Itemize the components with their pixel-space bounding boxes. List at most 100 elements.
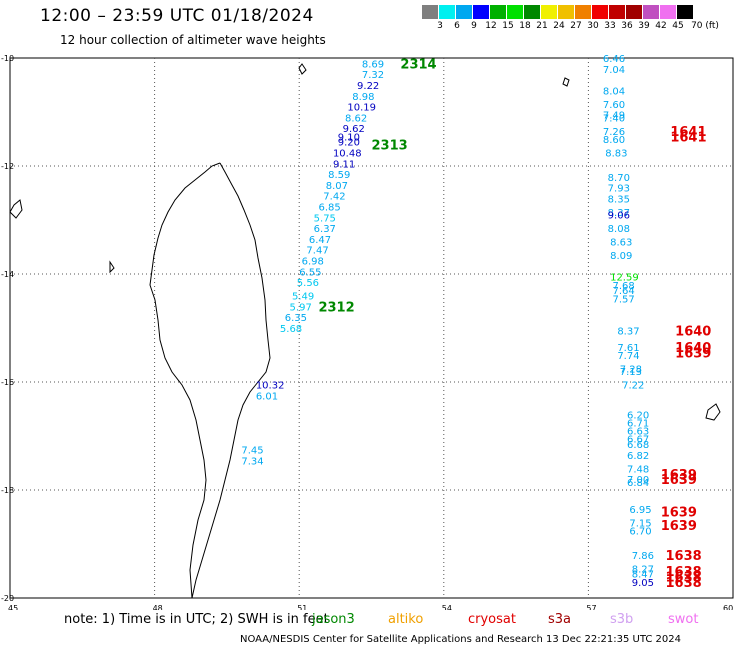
wave-height-reading: 10.48 bbox=[333, 149, 362, 160]
wave-height-reading: 6.84 bbox=[627, 478, 649, 489]
lat-tick-label: -16 bbox=[1, 378, 14, 387]
colorbar-swatch bbox=[592, 5, 609, 19]
lon-tick-label: 57 bbox=[586, 604, 596, 610]
wave-height-reading: 8.83 bbox=[605, 149, 627, 160]
wave-height-reading: 6.37 bbox=[314, 224, 336, 235]
wave-height-reading: 8.09 bbox=[610, 251, 632, 262]
wave-height-reading: 8.07 bbox=[326, 181, 348, 192]
pass-number-label: 1639 bbox=[661, 506, 697, 521]
lat-tick-label: -18 bbox=[1, 486, 14, 495]
wave-height-reading: 7.40 bbox=[603, 113, 625, 124]
wave-height-reading: 7.45 bbox=[241, 446, 263, 457]
graticule bbox=[10, 58, 733, 598]
footnote: note: 1) Time is in UTC; 2) SWH is in fe… bbox=[64, 612, 329, 627]
pass-number-label: 1638 bbox=[666, 565, 702, 580]
colorbar-label: 18 bbox=[519, 21, 531, 31]
colorbar-swatch bbox=[422, 5, 439, 19]
colorbar-swatch bbox=[456, 5, 473, 19]
wave-height-reading: 7.26 bbox=[603, 127, 625, 138]
wave-height-reading: 8.37 bbox=[617, 327, 639, 338]
colorbar-label: 24 bbox=[553, 21, 565, 31]
wave-height-reading: 10.32 bbox=[256, 381, 285, 392]
colorbar-label: 21 bbox=[536, 21, 548, 31]
wave-height-reading: 6.85 bbox=[318, 203, 340, 214]
wave-height-reading: 7.64 bbox=[613, 286, 635, 297]
wave-readings: 8.697.329.228.9810.198.629.629.109.2010.… bbox=[241, 54, 654, 589]
seychelles-island bbox=[298, 63, 307, 75]
wave-height-reading: 9.10 bbox=[338, 132, 360, 143]
wave-height-reading: 7.28 bbox=[620, 365, 642, 376]
colorbar-swatch bbox=[473, 5, 490, 19]
satellite-legend-entry: cryosat bbox=[468, 612, 516, 627]
colorbar-label: 30 bbox=[587, 21, 599, 31]
lon-tick-label: 45 bbox=[8, 604, 18, 610]
wave-height-reading: 6.55 bbox=[299, 267, 321, 278]
pass-number-label: 1640 bbox=[675, 325, 711, 340]
pass-number-label: 2312 bbox=[318, 300, 354, 315]
wave-height-reading: 12.59 bbox=[610, 273, 639, 284]
wave-height-reading: 7.22 bbox=[622, 381, 644, 392]
pass-number-label: 2313 bbox=[372, 138, 408, 153]
wave-height-reading: 7.60 bbox=[603, 100, 625, 111]
coastline bbox=[9, 63, 721, 599]
colorbar-swatch bbox=[575, 5, 592, 19]
wave-height-reading: 10.19 bbox=[347, 103, 376, 114]
wave-height-reading: 7.00 bbox=[627, 475, 649, 486]
colorbar bbox=[422, 5, 694, 19]
colorbar-label: 36 bbox=[621, 21, 633, 31]
colorbar-swatch bbox=[677, 5, 694, 19]
wave-height-reading: 8.98 bbox=[352, 92, 374, 103]
wave-height-reading: 6.35 bbox=[285, 313, 307, 324]
wave-height-reading: 8.08 bbox=[608, 224, 630, 235]
wave-height-reading: 8.63 bbox=[610, 238, 632, 249]
colorbar-swatch bbox=[541, 5, 558, 19]
map-frame bbox=[9, 57, 734, 599]
wave-height-reading: 8.69 bbox=[362, 59, 384, 70]
pass-number-label: 2314 bbox=[400, 57, 436, 72]
pass-number-label: 1638 bbox=[666, 570, 702, 585]
lon-tick-label: 51 bbox=[297, 604, 307, 610]
colorbar-swatch bbox=[490, 5, 507, 19]
wave-height-reading: 7.04 bbox=[603, 65, 625, 76]
pass-number-label: 1639 bbox=[675, 346, 711, 361]
wave-height-reading: 7.48 bbox=[627, 464, 649, 475]
wave-height-reading: 6.47 bbox=[309, 235, 331, 246]
wave-height-reading: 7.93 bbox=[608, 184, 630, 195]
wave-height-reading: 6.98 bbox=[302, 257, 324, 268]
colorbar-label: 39 bbox=[638, 21, 650, 31]
pass-number-label: 1639 bbox=[661, 519, 697, 534]
pass-number-label: 1639 bbox=[661, 468, 697, 483]
lat-tick-label: -20 bbox=[1, 594, 14, 603]
wave-height-reading: 9.22 bbox=[357, 81, 379, 92]
wave-height-reading: 7.61 bbox=[617, 343, 639, 354]
wave-height-reading: 8.59 bbox=[328, 170, 350, 181]
colorbar-label: 3 bbox=[437, 21, 443, 31]
colorbar-label: 33 bbox=[604, 21, 616, 31]
wave-height-reading: 7.47 bbox=[306, 246, 328, 257]
pass-number-label: 1639 bbox=[661, 473, 697, 488]
axis-labels: 45 48 51 54 57 60 -10 -12 -14 -16 -18 -20 bbox=[1, 54, 733, 610]
mauritius-island bbox=[562, 77, 570, 87]
wave-height-reading: 8.37 bbox=[608, 208, 630, 219]
wave-height-reading: 6.67 bbox=[627, 435, 649, 446]
wave-height-reading: 7.74 bbox=[617, 351, 639, 362]
wave-height-reading: 7.86 bbox=[632, 551, 654, 562]
wave-height-reading: 7.57 bbox=[613, 294, 635, 305]
lat-tick-label: -14 bbox=[1, 270, 14, 279]
wave-height-reading: 5.97 bbox=[290, 302, 312, 313]
wave-height-reading: 8.62 bbox=[345, 113, 367, 124]
wave-height-reading: 6.63 bbox=[627, 427, 649, 438]
lon-tick-label: 60 bbox=[723, 604, 733, 610]
colorbar-swatch bbox=[439, 5, 456, 19]
chart-subtitle: 12 hour collection of altimeter wave hei… bbox=[60, 33, 326, 47]
colorbar-label: 70 (ft) bbox=[691, 21, 719, 31]
colorbar-swatch bbox=[609, 5, 626, 19]
wave-height-reading: 7.49 bbox=[603, 111, 625, 122]
colorbar-swatch bbox=[643, 5, 660, 19]
wave-height-reading: 7.34 bbox=[241, 456, 263, 467]
lon-tick-label: 48 bbox=[153, 604, 163, 610]
pass-number-label: 1638 bbox=[666, 576, 702, 591]
wave-height-reading: 9.62 bbox=[343, 124, 365, 135]
wave-height-reading: 6.01 bbox=[256, 392, 278, 403]
wave-height-map: 2314231323121641164116401640163916391639… bbox=[1, 54, 734, 610]
